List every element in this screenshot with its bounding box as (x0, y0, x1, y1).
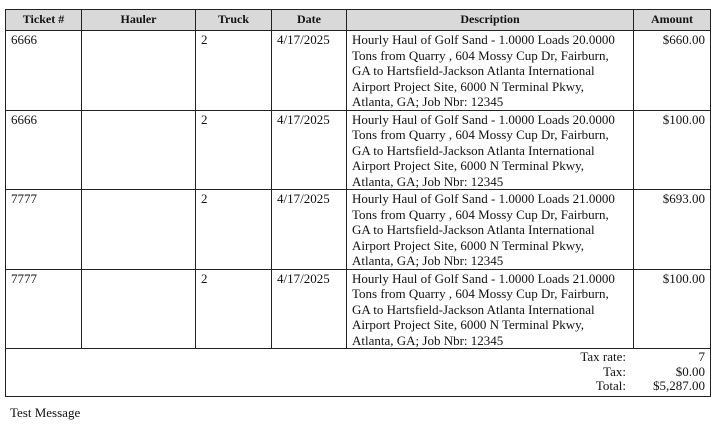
hauler-cell (81, 109, 196, 190)
col-ticket: Ticket # (5, 9, 82, 31)
hauler-cell (81, 189, 196, 270)
amount-cell: $100.00 (633, 268, 711, 349)
total-label: Total: (595, 378, 626, 393)
table-row: 6666 2 4/17/2025 Hourly Haul of Golf Sand -… (5, 109, 711, 190)
description-cell: Hourly Haul of Golf Sand - 1.0000 Loads … (346, 30, 634, 111)
ticket-cell: 7777 (5, 189, 82, 270)
date-cell: 4/17/2025 (271, 109, 347, 190)
truck-cell: 2 (195, 268, 272, 349)
tax-value: $0.00 (675, 363, 705, 379)
date-cell: 4/17/2025 (271, 268, 347, 349)
col-description: Description (346, 9, 634, 31)
col-date: Date (271, 9, 347, 31)
truck-cell: 2 (195, 189, 272, 270)
invoice-table: Ticket # Hauler Truck Date Description A… (5, 9, 711, 397)
date-cell: 4/17/2025 (271, 189, 347, 270)
amount-cell: $660.00 (633, 30, 711, 111)
date-cell: 4/17/2025 (271, 30, 347, 111)
table-row: 7777 2 4/17/2025 Hourly Haul of Golf Sand -… (5, 268, 711, 349)
col-hauler: Hauler (81, 9, 196, 31)
table-row: 7777 2 4/17/2025 Hourly Haul of Golf Sand -… (5, 189, 711, 270)
totals-cell: Tax rate: 7 Tax: $0.00 Total: $5,287.00 (5, 348, 711, 397)
truck-cell: 2 (195, 30, 272, 111)
tax-label: Tax: (603, 363, 626, 379)
amount-cell: $693.00 (633, 189, 711, 270)
col-truck: Truck (195, 9, 272, 31)
totals-row: Tax rate: 7 Tax: $0.00 Total: $5,287.00 (5, 348, 711, 397)
ticket-cell: 6666 (5, 109, 82, 190)
truck-cell: 2 (195, 109, 272, 190)
tax-rate-value: 7 (698, 349, 706, 364)
col-amount: Amount (633, 9, 711, 31)
description-cell: Hourly Haul of Golf Sand - 1.0000 Loads … (346, 268, 634, 349)
message: Test Message (10, 405, 81, 420)
hauler-cell (81, 268, 196, 349)
tax-rate-label: Tax rate: (580, 349, 626, 364)
ticket-cell: 6666 (5, 30, 82, 111)
header-row: Ticket # Hauler Truck Date Description A… (5, 9, 711, 31)
table-row: 6666 2 4/17/2025 Hourly Haul of Golf Sand -… (5, 30, 711, 111)
total-value: $5,287.00 (653, 378, 705, 393)
hauler-cell (81, 30, 196, 111)
amount-cell: $100.00 (633, 109, 711, 190)
description-cell: Hourly Haul of Golf Sand - 1.0000 Loads … (346, 189, 634, 270)
ticket-cell: 7777 (5, 268, 82, 349)
description-cell: Hourly Haul of Golf Sand - 1.0000 Loads … (346, 109, 634, 190)
